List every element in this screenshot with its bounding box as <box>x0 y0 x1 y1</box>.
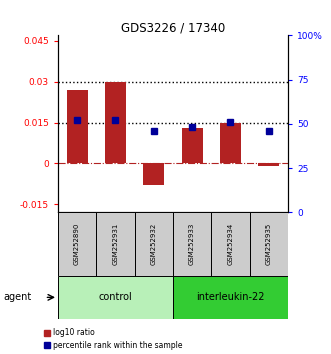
Bar <box>135 212 173 276</box>
Title: GDS3226 / 17340: GDS3226 / 17340 <box>121 21 225 34</box>
Bar <box>211 212 250 276</box>
Bar <box>105 82 126 164</box>
Bar <box>182 128 203 164</box>
Text: GSM252933: GSM252933 <box>189 223 195 266</box>
Bar <box>96 212 135 276</box>
Text: GSM252935: GSM252935 <box>266 223 272 266</box>
Text: GSM252890: GSM252890 <box>74 223 80 266</box>
Text: control: control <box>99 292 132 302</box>
Bar <box>143 164 164 185</box>
Bar <box>220 122 241 164</box>
Bar <box>58 212 96 276</box>
Legend: log10 ratio, percentile rank within the sample: log10 ratio, percentile rank within the … <box>44 329 182 350</box>
Bar <box>67 90 88 164</box>
Bar <box>258 164 279 166</box>
Bar <box>173 212 211 276</box>
Text: GSM252932: GSM252932 <box>151 223 157 266</box>
Bar <box>250 212 288 276</box>
Bar <box>58 276 173 319</box>
Text: interleukin-22: interleukin-22 <box>196 292 265 302</box>
Bar <box>173 276 288 319</box>
Text: agent: agent <box>3 292 31 302</box>
Text: GSM252934: GSM252934 <box>227 223 233 266</box>
Text: GSM252931: GSM252931 <box>113 223 118 266</box>
